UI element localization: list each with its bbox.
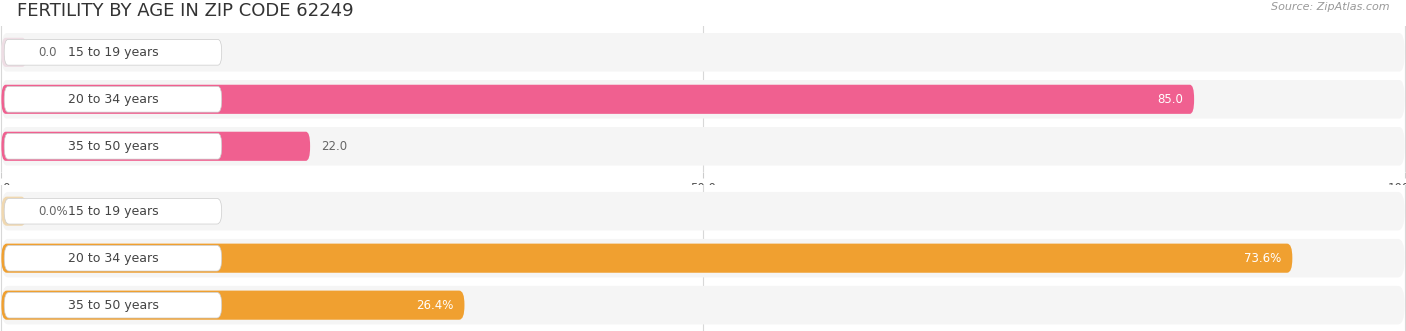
FancyBboxPatch shape (1, 38, 27, 67)
FancyBboxPatch shape (1, 80, 1405, 118)
FancyBboxPatch shape (1, 291, 464, 320)
Text: FERTILITY BY AGE IN ZIP CODE 62249: FERTILITY BY AGE IN ZIP CODE 62249 (17, 2, 353, 20)
FancyBboxPatch shape (1, 286, 1405, 324)
FancyBboxPatch shape (1, 33, 1405, 71)
Text: Source: ZipAtlas.com: Source: ZipAtlas.com (1271, 2, 1389, 12)
Text: 0.0: 0.0 (38, 46, 56, 59)
FancyBboxPatch shape (4, 245, 222, 271)
FancyBboxPatch shape (4, 198, 222, 224)
Text: 20 to 34 years: 20 to 34 years (67, 252, 159, 265)
FancyBboxPatch shape (4, 39, 222, 65)
FancyBboxPatch shape (4, 133, 222, 159)
FancyBboxPatch shape (1, 132, 311, 161)
Text: 73.6%: 73.6% (1244, 252, 1281, 265)
FancyBboxPatch shape (4, 292, 222, 318)
FancyBboxPatch shape (1, 197, 27, 226)
FancyBboxPatch shape (1, 239, 1405, 277)
FancyBboxPatch shape (1, 127, 1405, 166)
Text: 0.0%: 0.0% (38, 205, 67, 218)
Text: 26.4%: 26.4% (416, 299, 453, 312)
Text: 20 to 34 years: 20 to 34 years (67, 93, 159, 106)
FancyBboxPatch shape (4, 86, 222, 112)
Text: 15 to 19 years: 15 to 19 years (67, 46, 159, 59)
Text: 35 to 50 years: 35 to 50 years (67, 299, 159, 312)
FancyBboxPatch shape (1, 192, 1405, 230)
FancyBboxPatch shape (1, 244, 1292, 273)
Text: 22.0: 22.0 (322, 140, 347, 153)
Text: 85.0: 85.0 (1157, 93, 1182, 106)
FancyBboxPatch shape (1, 85, 1194, 114)
Text: 15 to 19 years: 15 to 19 years (67, 205, 159, 218)
Text: 35 to 50 years: 35 to 50 years (67, 140, 159, 153)
